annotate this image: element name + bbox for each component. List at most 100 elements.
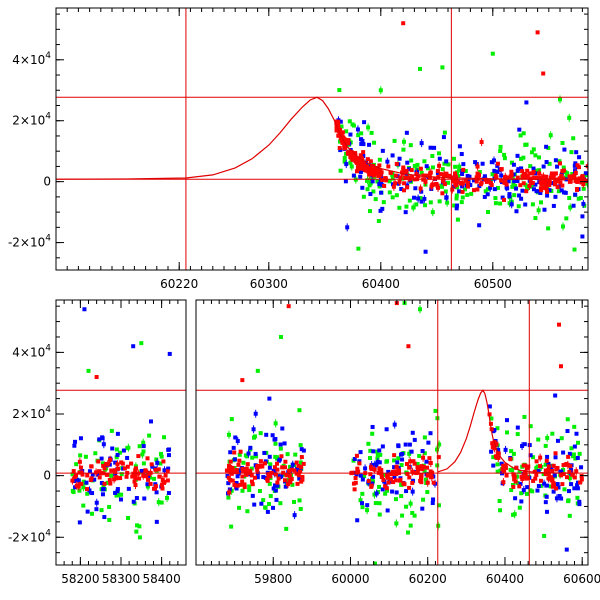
outlier-point [167,351,172,356]
outlier-point [490,51,495,56]
data-point [562,487,567,492]
data-point [421,464,426,469]
data-point [337,145,342,150]
outlier-point [139,341,144,346]
data-point [541,185,546,190]
data-point [100,492,105,497]
data-point [420,449,425,454]
data-point [477,223,482,228]
data-point [502,156,507,161]
data-point [520,188,525,193]
data-point [384,427,389,432]
data-point [557,493,562,498]
data-point [278,501,283,506]
data-point [267,481,272,486]
data-point [412,461,417,466]
data-point [338,119,343,124]
data-point [567,513,572,518]
data-point [119,472,124,477]
data-point [424,459,429,464]
data-point [141,461,146,466]
data-point [93,451,98,456]
data-point [565,429,570,434]
data-point [267,454,272,459]
data-point [431,497,436,502]
y-tick-exponent: 4 [45,112,51,122]
data-point [89,464,94,469]
data-point [392,138,397,143]
data-point [430,501,435,506]
data-point [298,469,303,474]
data-point [536,484,541,489]
data-point [380,487,385,492]
data-point [425,473,430,478]
data-point [116,466,121,471]
data-point [548,475,553,480]
data-point [361,194,366,199]
data-point [126,516,131,521]
data-point [414,172,419,177]
data-point [166,490,171,495]
data-point [356,167,361,172]
data-point [125,464,130,469]
outlier-point [440,65,445,70]
data-point [94,507,99,512]
data-point [442,182,447,187]
data-point [288,480,293,485]
data-point [419,476,424,481]
data-point [564,462,569,467]
data-point [419,473,424,478]
data-point [584,178,588,183]
data-point [301,448,306,453]
data-point [360,491,365,496]
data-point [567,174,572,179]
data-point [566,499,571,504]
data-point [355,466,360,471]
x-tick-label: 60000 [331,572,369,586]
data-point [456,173,461,178]
data-point [569,174,574,179]
data-point [507,192,512,197]
data-point [521,131,526,136]
data-point [147,433,152,438]
data-point [554,486,559,491]
outlier-point [131,344,136,349]
data-point [435,463,440,468]
outlier-point [541,71,546,76]
y-tick-exponent: 4 [45,405,51,415]
x-tick-label: 59800 [254,572,292,586]
data-point [423,203,428,208]
data-point [113,472,118,477]
data-point [404,504,409,509]
data-point [73,475,78,480]
data-point [357,461,362,466]
data-point [447,174,452,179]
data-point [518,133,523,138]
data-point [240,479,245,484]
data-point [253,451,258,456]
data-point [572,424,577,429]
data-point [504,473,509,478]
data-point [384,459,389,464]
data-point [529,184,534,189]
data-point [242,485,247,490]
data-point [546,471,551,476]
data-point [266,474,271,479]
data-point [275,467,280,472]
data-point [118,497,123,502]
x-tick-label: 58200 [61,572,99,586]
data-point [535,464,540,469]
data-point [549,171,554,176]
data-point [85,473,90,478]
data-point [297,476,302,481]
data-point [273,454,278,459]
data-point [394,490,399,495]
data-point [396,468,401,473]
data-point [423,477,428,482]
data-point [396,444,401,449]
data-point [152,476,157,481]
data-point [371,189,376,194]
data-point [99,456,104,461]
data-point [535,175,540,180]
data-point [575,495,580,500]
